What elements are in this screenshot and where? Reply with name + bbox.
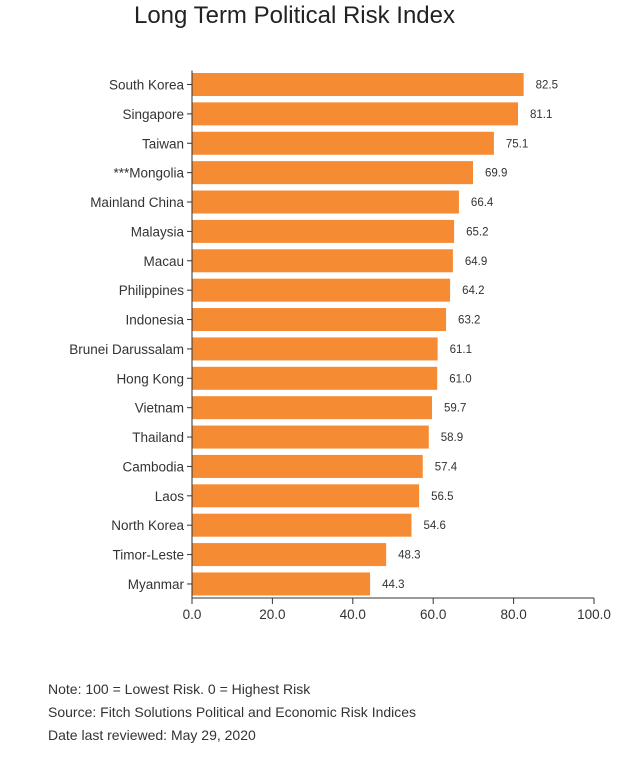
value-label: 61.1 (450, 344, 472, 356)
bars-layer (192, 73, 524, 596)
value-labels-layer: 82.5 81.1 75.1 69.9 66.4 65.2 64.9 64.2 63.2 61.1… (382, 80, 558, 591)
bar (192, 161, 473, 185)
value-label: 58.9 (441, 432, 463, 444)
bar (192, 543, 387, 567)
category-label: Malaysia (131, 224, 185, 239)
category-label: North Korea (111, 518, 184, 533)
note-text: Note: 100 = Lowest Risk. 0 = Highest Ris… (48, 681, 311, 697)
category-label: Mainland China (90, 195, 184, 210)
value-label: 63.2 (458, 315, 480, 327)
x-tick-label: 60.0 (420, 607, 446, 622)
value-label: 82.5 (536, 80, 558, 92)
bar (192, 513, 412, 537)
value-label: 56.5 (431, 491, 453, 503)
value-label: 64.2 (462, 285, 484, 297)
category-label: Myanmar (128, 577, 185, 592)
bar (192, 73, 524, 96)
bar (192, 249, 453, 273)
category-label: Macau (143, 254, 184, 269)
chart-notes: Note: 100 = Lowest Risk. 0 = Highest Ris… (48, 678, 416, 747)
category-label: Indonesia (125, 313, 184, 328)
x-tick-label: 0.0 (183, 607, 202, 622)
category-label: Singapore (122, 107, 184, 122)
x-tick-label: 20.0 (259, 607, 285, 622)
bar (192, 572, 371, 596)
category-label: South Korea (109, 78, 185, 93)
value-label: 75.1 (506, 138, 528, 150)
source-text: Source: Fitch Solutions Political and Ec… (48, 704, 417, 720)
value-label: 65.2 (466, 226, 488, 238)
bar (192, 190, 459, 214)
category-label: Vietnam (135, 401, 184, 416)
date-reviewed-text: Date last reviewed: May 29, 2020 (48, 727, 256, 743)
category-labels-layer: South Korea Singapore Taiwan ***Mongolia Mai… (69, 78, 192, 592)
bar (192, 366, 438, 390)
x-tick-label: 80.0 (500, 607, 526, 622)
value-label: 61.0 (449, 373, 471, 385)
value-label: 66.4 (471, 197, 494, 209)
value-label: 59.7 (444, 403, 466, 415)
bar (192, 102, 519, 126)
category-label: Taiwan (142, 136, 184, 151)
category-label: Timor-Leste (112, 548, 184, 563)
bar (192, 425, 429, 449)
value-label: 64.9 (465, 256, 487, 268)
bar-chart: South Korea Singapore Taiwan ***Mongolia Mai… (69, 70, 611, 622)
value-label: 69.9 (485, 168, 507, 180)
value-label: 44.3 (382, 579, 404, 591)
category-label: Hong Kong (116, 371, 184, 386)
bar (192, 219, 455, 243)
bar (192, 484, 420, 508)
value-label: 48.3 (398, 550, 420, 562)
bar (192, 308, 447, 332)
category-label: Cambodia (122, 459, 184, 474)
bar (192, 396, 432, 420)
category-label: Philippines (119, 283, 185, 298)
category-label: ***Mongolia (113, 166, 184, 181)
value-label: 81.1 (530, 109, 552, 121)
bar (192, 278, 451, 302)
bar (192, 337, 438, 361)
bar (192, 131, 494, 155)
x-tick-label: 40.0 (340, 607, 366, 622)
category-label: Thailand (132, 430, 184, 445)
chart-title: Long Term Political Risk Index (133, 2, 456, 29)
value-label: 54.6 (423, 520, 445, 532)
category-label: Brunei Darussalam (69, 342, 184, 357)
value-label: 57.4 (435, 461, 458, 473)
bar (192, 454, 423, 478)
x-tick-label: 100.0 (577, 607, 611, 622)
category-label: Laos (155, 489, 185, 504)
x-axis: 0.0 20.0 40.0 60.0 80.0 100.0 (183, 70, 611, 622)
